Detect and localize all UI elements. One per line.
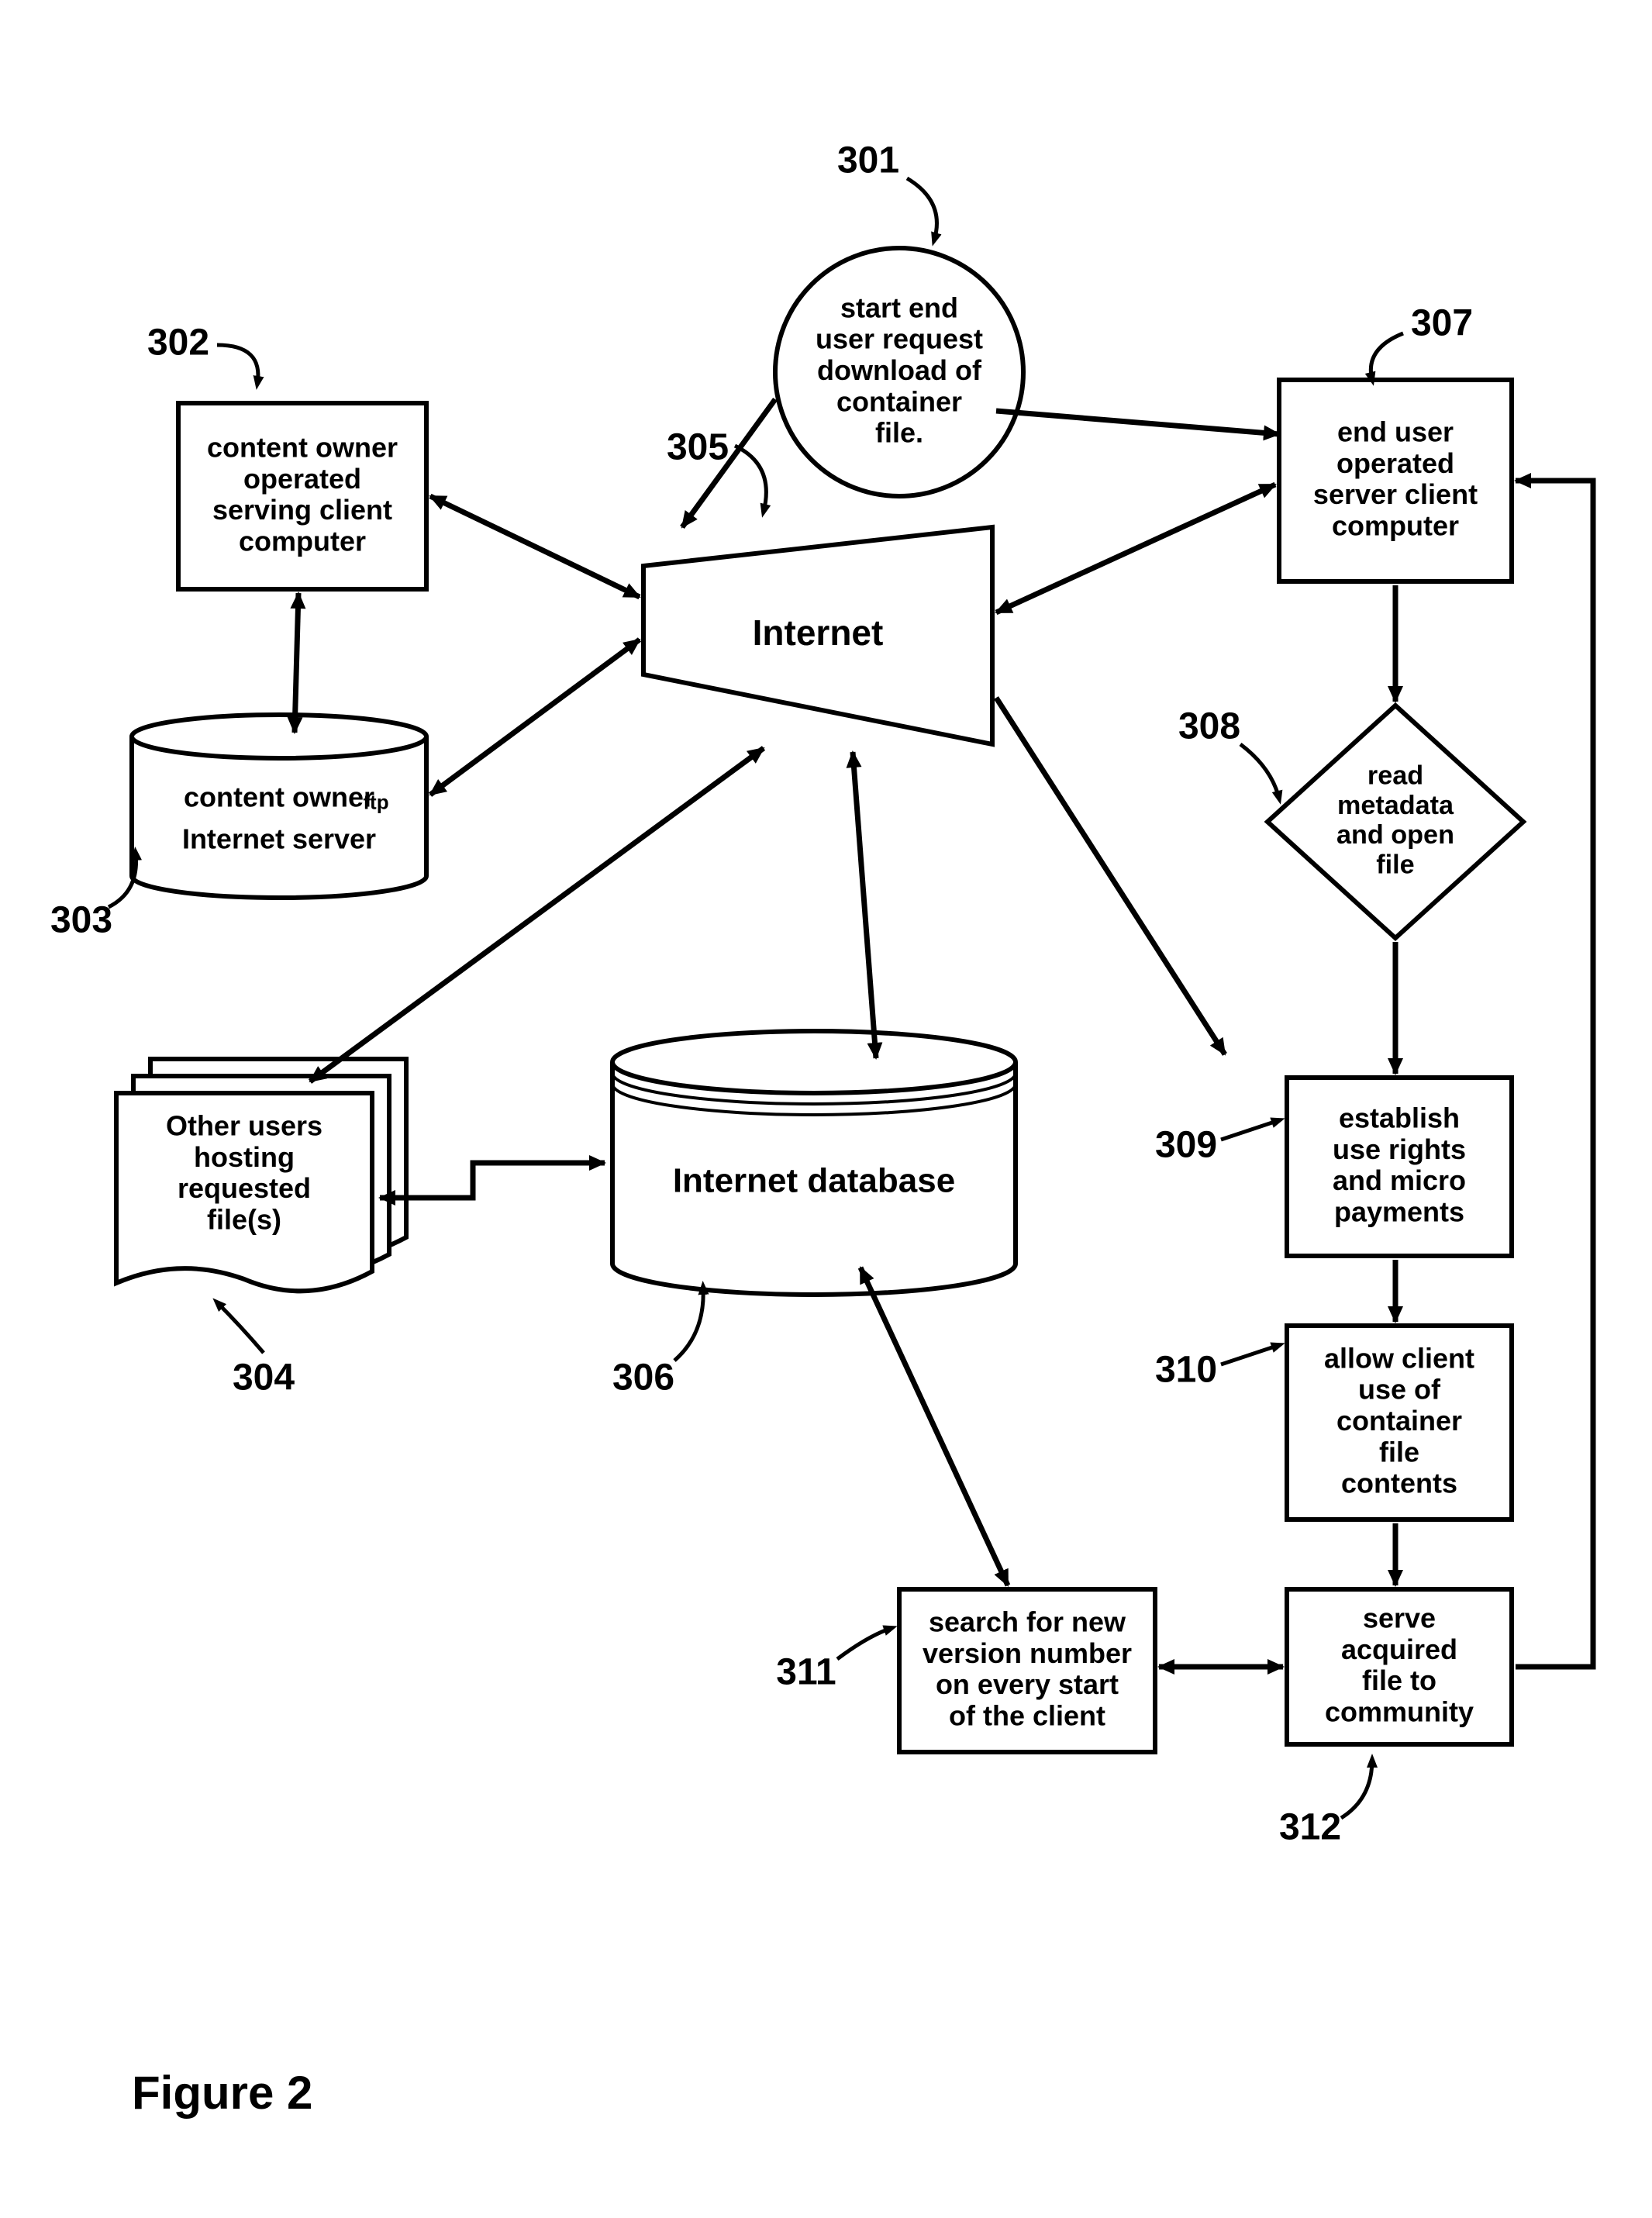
svg-text:303: 303 (50, 900, 112, 941)
svg-text:search for newversion numberon: search for newversion numberon every sta… (923, 1606, 1132, 1731)
svg-text:310: 310 (1155, 1350, 1217, 1391)
svg-text:establishuse rightsand micropa: establishuse rightsand micropayments (1333, 1102, 1466, 1227)
svg-text:311: 311 (776, 1652, 836, 1693)
svg-text:Internet server: Internet server (182, 823, 376, 855)
svg-text:309: 309 (1155, 1125, 1217, 1166)
svg-text:Figure 2: Figure 2 (132, 2067, 312, 2119)
svg-text:312: 312 (1279, 1807, 1341, 1848)
svg-text:304: 304 (233, 1357, 295, 1399)
svg-text:307: 307 (1411, 303, 1473, 344)
svg-text:302: 302 (147, 323, 209, 364)
svg-text:Internet database: Internet database (673, 1162, 955, 1200)
svg-text:308: 308 (1178, 706, 1240, 747)
svg-text:ftp: ftp (363, 790, 388, 813)
svg-text:allow clientuse ofcontainerfil: allow clientuse ofcontainerfilecontents (1324, 1342, 1474, 1499)
svg-text:305: 305 (667, 427, 729, 468)
svg-text:306: 306 (612, 1357, 674, 1399)
svg-text:301: 301 (837, 140, 899, 181)
svg-text:Internet: Internet (753, 612, 884, 653)
svg-text:content owner: content owner (184, 781, 374, 813)
svg-text:end useroperatedserver clientc: end useroperatedserver clientcomputer (1313, 416, 1478, 541)
